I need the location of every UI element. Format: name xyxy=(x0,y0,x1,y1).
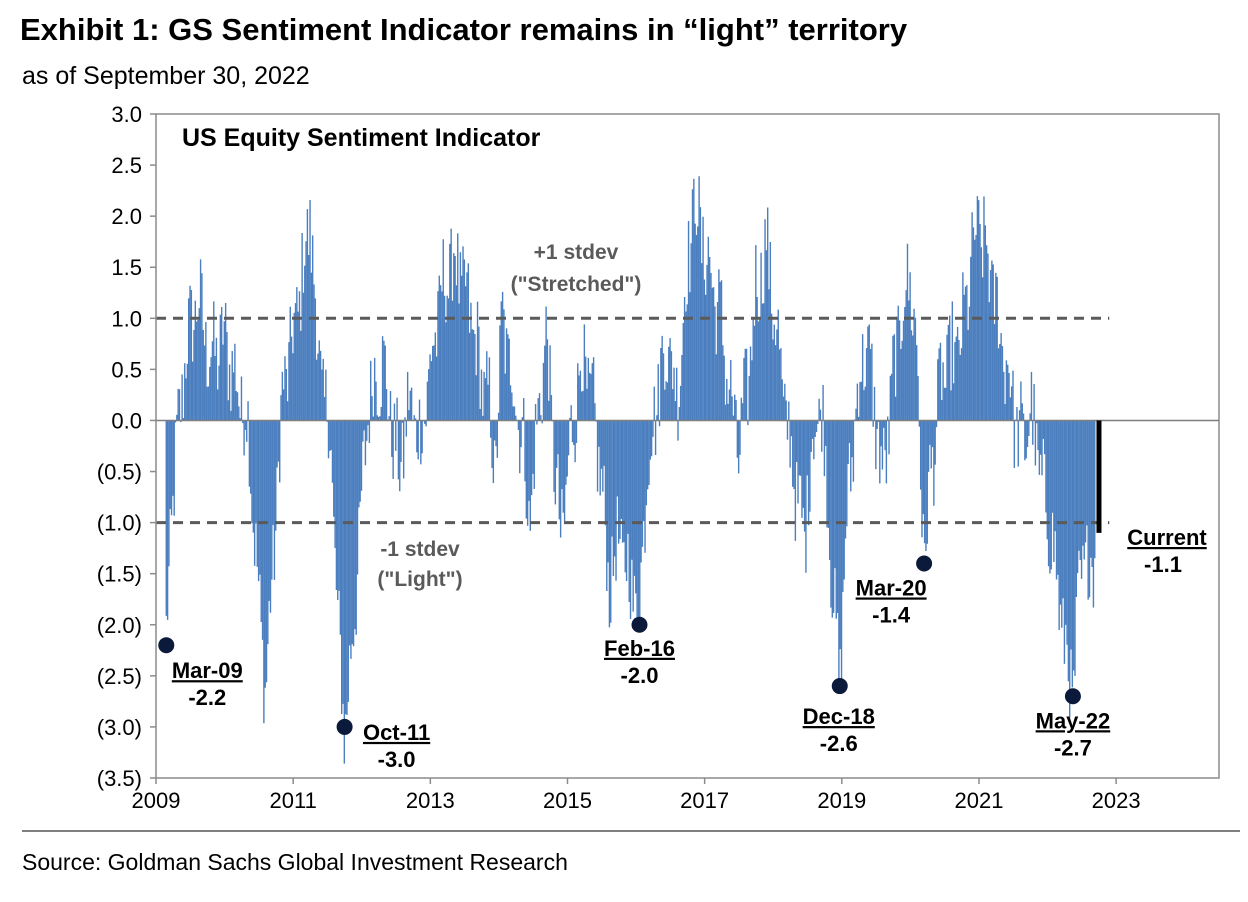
trough-value-label: -2.0 xyxy=(621,663,659,688)
trough-value-label: -2.6 xyxy=(820,731,858,756)
trough-marker xyxy=(336,718,353,735)
annotations-layer: Current-1.1Mar-09-2.2Oct-11-3.0Feb-16-2.… xyxy=(158,420,1207,772)
x-tick-label: 2021 xyxy=(954,788,1003,813)
trough-date-label: May-22 xyxy=(1036,708,1111,733)
trough-marker xyxy=(1064,688,1081,705)
y-tick-label: 1.5 xyxy=(111,255,142,280)
y-tick-label: 0.0 xyxy=(111,408,142,433)
trough-date-label: Feb-16 xyxy=(604,636,675,661)
trough-marker xyxy=(631,616,648,633)
trough-value-label: -2.7 xyxy=(1054,735,1092,760)
exhibit-subtitle: as of September 30, 2022 xyxy=(22,62,310,90)
y-tick-label: (2.5) xyxy=(97,664,142,689)
sentiment-chart: +1 stdev ("Stretched") -1 stdev ("Light") 3… xyxy=(97,102,1220,813)
chart-title: US Equity Sentiment Indicator xyxy=(182,124,541,152)
reference-lines-layer: +1 stdev ("Stretched") -1 stdev ("Light") xyxy=(156,241,1110,591)
x-tick-label: 2015 xyxy=(543,788,592,813)
x-tick-label: 2011 xyxy=(270,788,317,813)
y-tick-label: (3.0) xyxy=(97,715,142,740)
plot-frame xyxy=(155,113,1220,779)
current-label: Current xyxy=(1127,525,1207,550)
axes-layer: 3.0 2.5 2.0 1.5 1.0 0.5 0.0 (0.5) (1.0) (1.5) (2.0… xyxy=(97,102,1220,813)
y-tick-label: (1.0) xyxy=(97,511,142,536)
source-note: Source: Goldman Sachs Global Investment … xyxy=(22,849,568,875)
trough-marker xyxy=(916,555,933,572)
y-tick-label: 2.0 xyxy=(111,204,142,229)
stretched-label-line-1: +1 stdev xyxy=(534,241,619,264)
trough-value-label: -3.0 xyxy=(378,747,416,772)
current-value: -1.1 xyxy=(1144,552,1182,577)
y-tick-label: (1.5) xyxy=(97,562,142,587)
y-tick-label: (0.5) xyxy=(97,460,142,485)
x-tick-label: 2009 xyxy=(132,788,181,813)
trough-value-label: -1.4 xyxy=(872,602,911,627)
trough-date-label: Mar-20 xyxy=(856,575,927,600)
y-tick-label: (2.0) xyxy=(97,613,142,638)
trough-date-label: Mar-09 xyxy=(172,658,243,683)
trough-value-label: -2.2 xyxy=(188,685,226,710)
y-tick-label: 0.5 xyxy=(111,357,142,382)
x-tick-label: 2017 xyxy=(680,788,729,813)
x-tick-label: 2019 xyxy=(817,788,866,813)
y-tick-label: 2.5 xyxy=(111,153,142,178)
trough-date-label: Dec-18 xyxy=(803,704,875,729)
y-tick-label: 1.0 xyxy=(111,306,142,331)
light-label-line-2: ("Light") xyxy=(377,568,462,591)
y-tick-label: (3.5) xyxy=(97,766,142,791)
light-label-line-1: -1 stdev xyxy=(380,538,460,561)
y-tick-label: 3.0 xyxy=(111,102,142,127)
trough-marker xyxy=(831,678,848,695)
x-tick-label: 2013 xyxy=(406,788,455,813)
stretched-label-line-2: ("Stretched") xyxy=(511,273,642,296)
exhibit-title: Exhibit 1: GS Sentiment Indicator remain… xyxy=(20,12,908,47)
trough-marker xyxy=(158,637,175,654)
trough-date-label: Oct-11 xyxy=(363,720,430,745)
x-tick-label: 2023 xyxy=(1092,788,1141,813)
bars-layer xyxy=(165,176,1096,764)
footer-rule xyxy=(22,830,1240,832)
